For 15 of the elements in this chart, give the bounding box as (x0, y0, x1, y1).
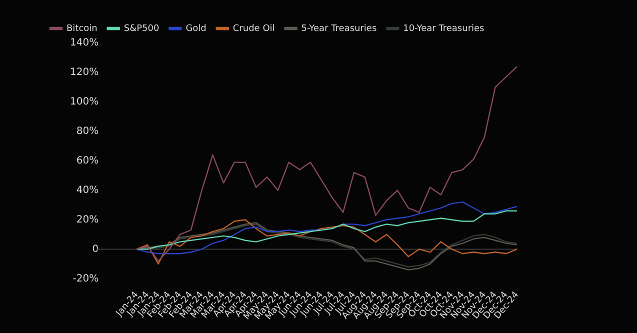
y-tick-label: 40% (76, 184, 99, 196)
y-tick-label: 140% (70, 38, 99, 49)
legend-label: Crude Oil (232, 24, 275, 34)
legend-label: S&P500 (124, 24, 160, 34)
y-tick-label: -20% (72, 273, 99, 284)
y-tick-label: 0 (92, 244, 99, 255)
y-tick-label: 80% (76, 126, 99, 137)
y-tick-label: 120% (70, 67, 99, 78)
y-tick-label: 20% (76, 214, 99, 226)
y-tick-label: 100% (70, 96, 99, 108)
legend-label: Gold (186, 24, 206, 34)
legend-label: Bitcoin (66, 24, 98, 34)
legend-label: 5-Year Treasuries (301, 24, 377, 34)
y-tick-label: 60% (76, 155, 99, 166)
legend-label: 10-Year Treasuries (403, 24, 485, 34)
